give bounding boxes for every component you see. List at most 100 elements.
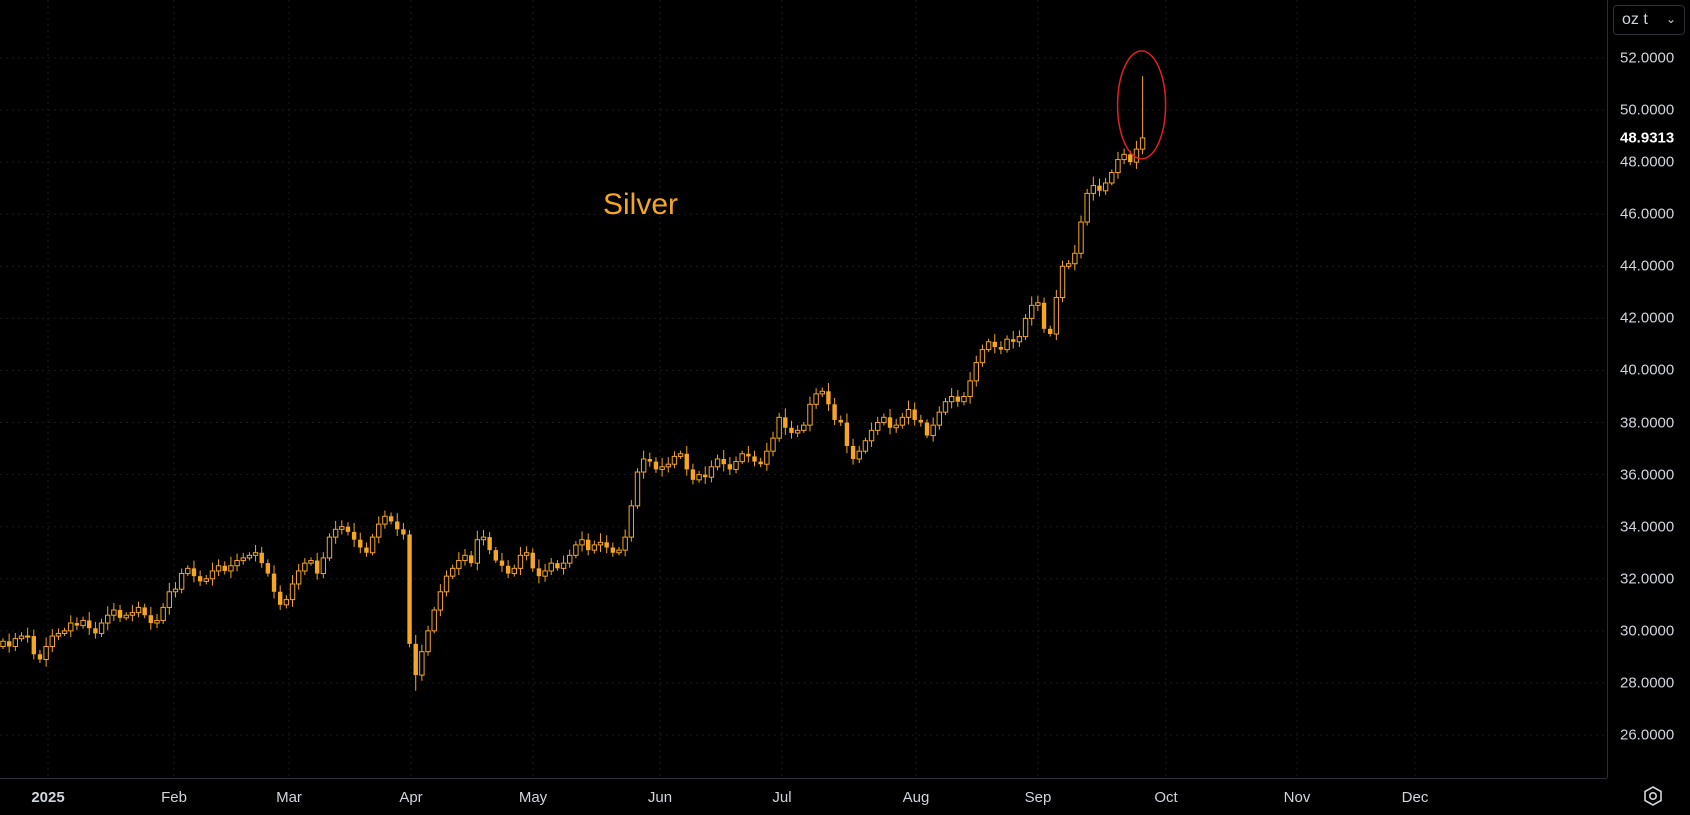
candle (0, 638, 6, 649)
price-axis[interactable]: 26.0000 28.0000 30.0000 32.0000 34.0000 36.00… (1607, 0, 1690, 778)
candle-body (449, 567, 456, 577)
candle (160, 602, 166, 624)
candle-body (74, 623, 80, 626)
candle-body (801, 424, 807, 431)
candle (517, 547, 524, 576)
candle-body (203, 578, 209, 582)
gear-icon (1644, 786, 1662, 806)
candle-body (437, 591, 444, 611)
candle-body (523, 552, 530, 556)
candle (536, 559, 542, 584)
candle (746, 446, 751, 463)
candle-body (12, 638, 19, 647)
candle-body (955, 396, 960, 402)
x-tick-label: 2025 (31, 789, 65, 806)
candle (117, 604, 123, 622)
gridlines (0, 0, 1607, 778)
candle (105, 606, 111, 631)
candle-body (499, 560, 505, 566)
candle-body (992, 341, 997, 348)
candle-body (979, 349, 986, 364)
x-tick-label: Dec (1401, 789, 1429, 806)
candle (992, 334, 997, 354)
candle (203, 574, 209, 585)
candle-body (948, 396, 955, 403)
candle (955, 390, 960, 407)
candle (499, 552, 505, 572)
candle (794, 425, 801, 438)
candle-body (364, 547, 369, 553)
candle-body (973, 362, 979, 382)
x-tick-label: Apr (399, 789, 423, 806)
candlestick-plot[interactable] (0, 0, 1607, 778)
candle (431, 606, 437, 634)
candle (351, 522, 357, 547)
candle-body (487, 537, 492, 551)
time-axis[interactable]: 2025 Feb Mar Apr May Jun Jul Aug Sep Oct Nov Dec (0, 778, 1607, 815)
candle-body (985, 341, 992, 351)
candle-body (314, 560, 320, 574)
candle-body (1102, 182, 1109, 192)
settings-button[interactable] (1640, 783, 1666, 809)
candle (979, 344, 986, 367)
candle-body (302, 562, 308, 572)
candle-body (739, 453, 745, 463)
candle-body (586, 539, 591, 551)
candle-body (794, 429, 801, 434)
candle (24, 627, 31, 643)
candle (665, 457, 671, 473)
candle-body (714, 458, 721, 468)
candle (862, 437, 869, 454)
candle (714, 454, 721, 471)
candle-body (924, 422, 930, 436)
candle (936, 406, 943, 430)
candle (437, 584, 444, 617)
candle-body (856, 450, 862, 460)
candle-body (111, 609, 117, 616)
candle-body (597, 541, 604, 546)
candle (395, 513, 400, 536)
candle (172, 582, 179, 598)
candle (12, 632, 19, 652)
unit-selector[interactable]: oz t ⌄ (1613, 5, 1685, 35)
candle-body (1065, 263, 1072, 267)
candle (703, 466, 708, 484)
candle-body (776, 416, 782, 439)
x-tick-label: Sep (1024, 789, 1052, 806)
candle (419, 644, 425, 681)
candle (332, 520, 339, 544)
candle-body (677, 453, 684, 457)
candle-body (215, 565, 222, 572)
candle (61, 627, 68, 636)
candle (197, 570, 203, 586)
candle-body (573, 544, 579, 556)
candle (1090, 176, 1097, 201)
candle-body (1115, 159, 1121, 174)
candle (320, 552, 327, 579)
candle (567, 549, 573, 568)
candle (838, 415, 843, 427)
candle (555, 560, 560, 571)
candle (783, 408, 788, 435)
candle (271, 565, 277, 599)
candle-body (942, 401, 949, 413)
candle (832, 397, 837, 426)
candle (1004, 335, 1010, 353)
candle-body (80, 619, 86, 627)
candle-body (721, 458, 726, 465)
candle-body (209, 570, 216, 580)
candle-body (431, 609, 437, 632)
candle (918, 414, 924, 427)
candle (358, 532, 363, 554)
candle-body (826, 391, 831, 405)
candle (31, 629, 36, 660)
candle-body (222, 565, 227, 571)
candle (68, 615, 74, 637)
candle (942, 397, 949, 416)
candle-body (259, 552, 264, 564)
candle (222, 561, 227, 575)
candle (523, 546, 530, 561)
candle-body (369, 536, 376, 554)
candle (948, 388, 955, 409)
candle (474, 530, 481, 571)
